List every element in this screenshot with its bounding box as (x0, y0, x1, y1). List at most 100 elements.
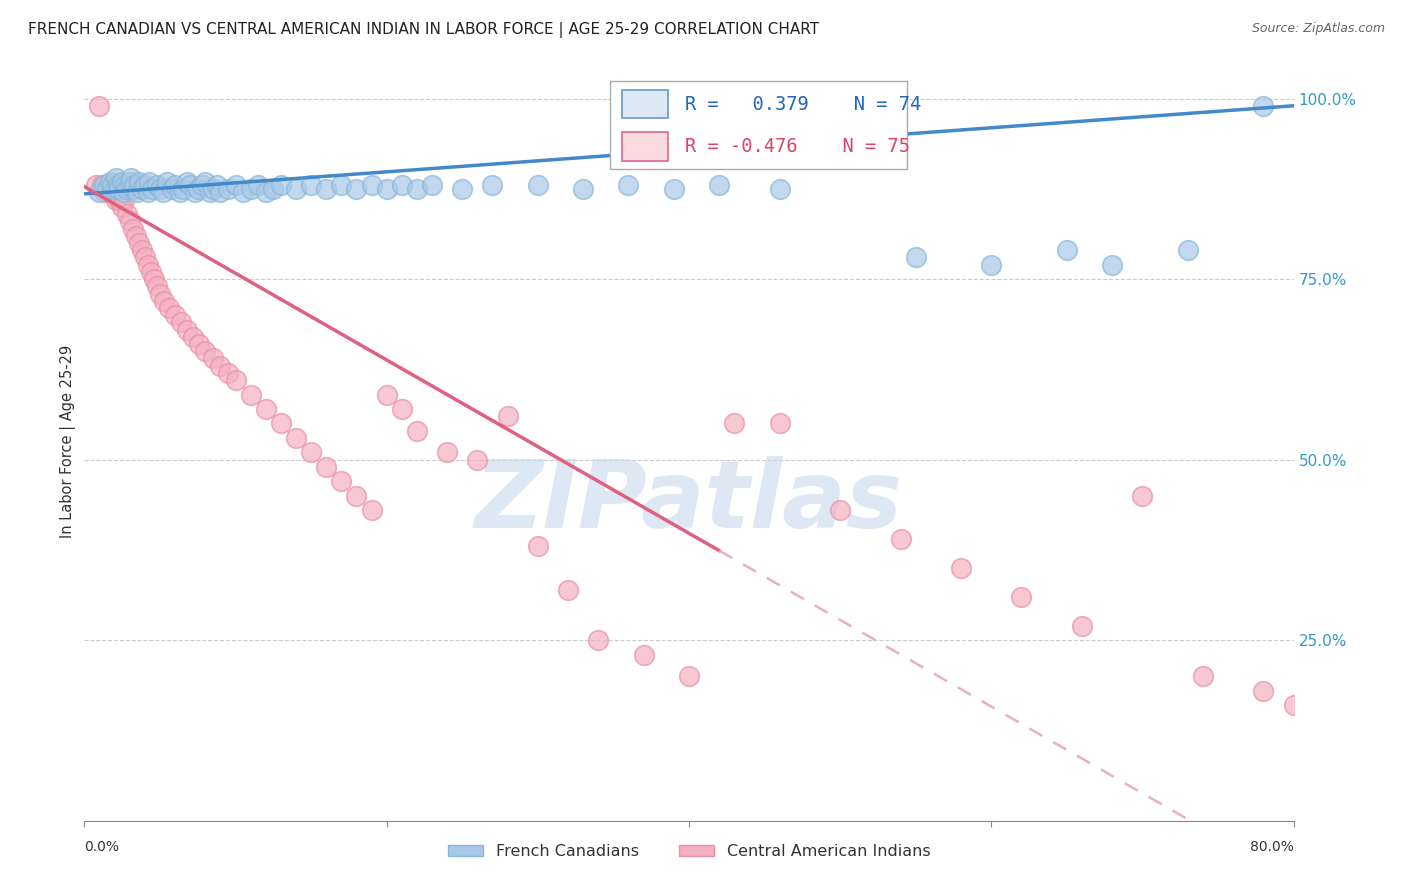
Y-axis label: In Labor Force | Age 25-29: In Labor Force | Age 25-29 (60, 345, 76, 538)
Point (105, 171, 128, 186)
Point (100, 178, 122, 193)
Point (346, 489, 368, 503)
Point (678, 669, 700, 683)
Point (527, 539, 550, 553)
Point (1177, 243, 1199, 257)
Point (165, 178, 187, 193)
Text: 0.0%: 0.0% (84, 839, 120, 854)
Point (217, 366, 239, 380)
Point (146, 178, 169, 193)
Point (285, 431, 308, 445)
Point (481, 178, 503, 193)
Point (153, 293, 176, 308)
Point (139, 265, 162, 279)
Point (156, 175, 179, 189)
Point (120, 171, 142, 186)
Point (1282, 698, 1305, 712)
Point (1192, 669, 1215, 683)
Point (254, 402, 277, 417)
Point (270, 178, 292, 193)
Point (375, 182, 398, 196)
Point (1343, 727, 1365, 741)
Point (98, 186, 121, 200)
Point (557, 582, 579, 597)
Point (105, 193, 128, 207)
Point (467, 452, 489, 467)
Point (285, 182, 308, 196)
Point (98, 175, 121, 189)
Point (572, 182, 595, 196)
Point (315, 459, 337, 474)
Point (134, 178, 156, 193)
Point (115, 182, 138, 196)
Point (111, 200, 134, 214)
Point (709, 178, 731, 193)
Point (1253, 99, 1275, 113)
Point (262, 182, 284, 196)
Text: ZIPatlas: ZIPatlas (475, 456, 903, 549)
Point (110, 193, 132, 207)
Point (112, 193, 135, 207)
Point (118, 214, 141, 228)
Text: R = -0.476    N = 75: R = -0.476 N = 75 (685, 136, 910, 156)
Point (104, 186, 127, 200)
Point (183, 186, 205, 200)
Point (633, 648, 655, 662)
Point (209, 359, 232, 373)
Point (391, 402, 413, 417)
Point (1313, 713, 1336, 727)
Point (496, 409, 519, 424)
Point (1403, 756, 1406, 770)
Point (239, 182, 262, 196)
Point (104, 182, 127, 196)
Point (187, 182, 209, 196)
Point (890, 532, 912, 546)
Point (134, 251, 156, 265)
Text: R =   0.379    N = 74: R = 0.379 N = 74 (685, 95, 921, 113)
Point (114, 178, 136, 193)
Point (93, 178, 115, 193)
FancyBboxPatch shape (623, 90, 668, 119)
Point (950, 561, 973, 575)
Point (406, 424, 429, 438)
Point (299, 178, 322, 193)
Point (115, 207, 138, 221)
Point (360, 178, 382, 193)
Point (588, 633, 610, 648)
Point (100, 178, 122, 193)
Point (254, 186, 277, 200)
Point (232, 186, 254, 200)
Point (360, 503, 382, 517)
Point (1253, 683, 1275, 698)
Point (142, 272, 165, 286)
Point (194, 344, 217, 359)
Point (1071, 618, 1094, 632)
Point (436, 445, 458, 459)
Point (125, 228, 148, 243)
Point (1011, 590, 1033, 604)
Point (96, 182, 118, 196)
Point (299, 445, 322, 459)
Point (149, 286, 172, 301)
FancyBboxPatch shape (610, 81, 907, 169)
Point (97, 186, 120, 200)
Text: Source: ZipAtlas.com: Source: ZipAtlas.com (1251, 22, 1385, 36)
Point (131, 182, 153, 196)
Point (201, 182, 224, 196)
Point (527, 178, 550, 193)
Point (420, 178, 443, 193)
Point (1101, 258, 1123, 272)
Point (101, 186, 124, 200)
Point (108, 182, 131, 196)
Point (207, 178, 229, 193)
Point (270, 417, 292, 431)
Point (662, 182, 685, 196)
Point (451, 182, 474, 196)
Point (769, 417, 792, 431)
Point (131, 243, 153, 257)
Point (141, 182, 163, 196)
Point (617, 178, 640, 193)
Text: FRENCH CANADIAN VS CENTRAL AMERICAN INDIAN IN LABOR FORCE | AGE 25-29 CORRELATIO: FRENCH CANADIAN VS CENTRAL AMERICAN INDI… (28, 22, 820, 38)
Point (138, 175, 160, 189)
Point (188, 337, 211, 351)
